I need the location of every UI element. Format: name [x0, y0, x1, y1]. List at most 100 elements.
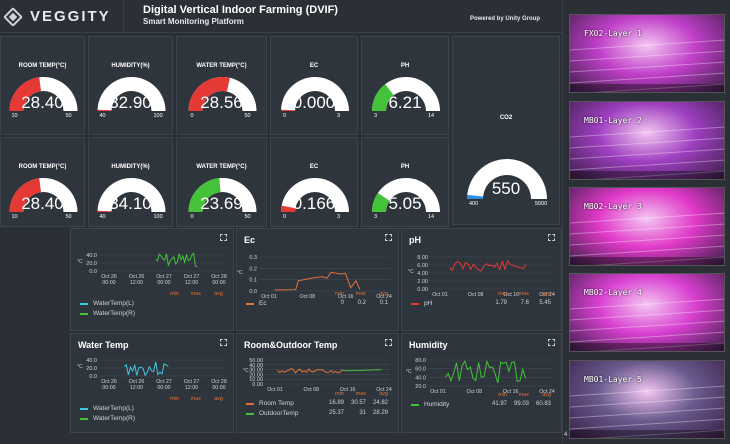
gauge-track — [97, 77, 166, 111]
legend-item[interactable]: pH — [411, 300, 432, 307]
expand-icon[interactable] — [220, 234, 227, 241]
camera-label: MB02-Layer 4 — [584, 288, 642, 297]
stat-header: avg — [542, 392, 551, 398]
y-tick-label: 0.00 — [252, 382, 263, 388]
gauge-fill — [467, 194, 484, 199]
chart-title: Water Temp — [78, 340, 129, 350]
y-axis-unit: °C — [77, 259, 83, 265]
legend-swatch — [411, 403, 419, 406]
x-tick-label: Oct 24 — [376, 387, 392, 393]
gauge-min: 10 — [11, 113, 18, 119]
camera-feed[interactable]: MB01-Layer 2 — [569, 101, 725, 180]
stat-header: min — [498, 392, 507, 398]
y-tick-label: 0.2 — [249, 266, 257, 272]
x-tick-label: Oct 08 — [304, 387, 320, 393]
legend-item[interactable]: WaterTemp(L) — [80, 405, 134, 412]
legend-stat: 41.97 — [491, 401, 507, 407]
gauge-title: HUMIDITY(%) — [111, 63, 150, 69]
legend-stat: 16.89 — [328, 400, 344, 406]
stat-header: avg — [379, 291, 388, 297]
gauge-max: 3 — [337, 214, 341, 220]
expand-icon[interactable] — [548, 234, 555, 241]
x-tick-label: 00:00 — [157, 280, 170, 286]
chart-plot[interactable]: 8.00 6.00 4.00 2.00 0.00 Oct 01 Oct 08 Oct 16 Oc… — [402, 229, 561, 330]
expand-icon[interactable] — [385, 234, 392, 241]
chart-title: Room&Outdoor Temp — [244, 340, 338, 350]
expand-icon[interactable] — [385, 339, 392, 346]
camera-feed[interactable]: MB02-Layer 3 — [569, 187, 725, 266]
gauge-min: 0 — [283, 113, 287, 119]
legend-item[interactable]: Room Temp — [246, 400, 294, 407]
gauge-arc — [372, 77, 440, 111]
chart-plot[interactable]: 0.3 0.2 0.1 0.0 Oct 01 Oct 08 Oct 16 Oct 24 °C — [237, 229, 398, 330]
gauge-title: PH — [400, 63, 410, 69]
legend-stat: 99.03 — [513, 401, 529, 407]
y-tick-label: 40.0 — [415, 375, 426, 381]
x-tick-label: Oct 27 — [156, 379, 172, 385]
stat-header: max — [518, 291, 529, 297]
stat-header: max — [355, 391, 366, 397]
legend-item[interactable]: Humidity — [411, 401, 449, 408]
legend-stat: 1.79 — [495, 300, 507, 306]
x-tick-label: Oct 16 — [503, 389, 519, 395]
top-bar: VEGGITY Digital Vertical Indoor Farming … — [0, 0, 562, 33]
legend-item[interactable]: WaterTemp(L) — [80, 300, 134, 307]
x-tick-label: Oct 26 — [101, 274, 117, 280]
camera-timestamp-bar — [570, 84, 724, 92]
legend-stat: 7.6 — [520, 300, 529, 306]
gauge-fill — [281, 109, 296, 111]
series-line — [123, 361, 169, 377]
gauge-value: 6.21 — [388, 93, 422, 112]
gauge-title: EC — [309, 63, 319, 69]
gauge-track — [281, 178, 349, 212]
camera-label: MB02-Layer 3 — [584, 202, 642, 211]
legend-label: WaterTemp(R) — [93, 415, 136, 422]
gauge-title: HUMIDITY(%) — [111, 164, 150, 170]
expand-icon[interactable] — [548, 339, 555, 346]
y-tick-label: 20.00 — [249, 372, 263, 378]
series-line — [277, 368, 343, 374]
legend-swatch — [80, 312, 88, 315]
gauge-arc — [372, 178, 440, 212]
page-subtitle: Smart Monitoring Platform — [143, 17, 244, 26]
rack-line — [593, 429, 724, 438]
camera-feed[interactable]: MB01-Layer 5 — [569, 360, 725, 439]
legend-item[interactable]: WaterTemp(R) — [80, 415, 135, 422]
legend-label: OutdoorTemp — [259, 410, 299, 417]
expand-icon[interactable] — [220, 339, 227, 346]
x-tick-label: Oct 08 — [300, 294, 316, 300]
y-tick-label: 10.00 — [249, 377, 263, 383]
x-tick-label: Oct 01 — [430, 389, 446, 395]
y-tick-label: 60.0 — [415, 367, 426, 373]
gauge-panel: ROOM TEMP(°C) 28.40 10 50 — [0, 137, 85, 227]
gauge-panel: WATER TEMP(°C) 28.56 0 50 — [176, 36, 267, 135]
gauge-panel: ROOM TEMP(°C) 28.40 10 50 — [0, 36, 85, 135]
legend-item[interactable]: WaterTemp(R) — [80, 310, 135, 317]
gauge-panel: PH 6.21 3 14 — [361, 36, 449, 135]
y-axis-unit: °C — [408, 269, 414, 275]
camera-label: FX02-Layer 1 — [584, 29, 642, 38]
legend-item[interactable]: Ec — [246, 300, 267, 307]
x-tick-label: Oct 16 — [338, 294, 354, 300]
series-line — [342, 369, 382, 372]
x-tick-label: Oct 24 — [376, 294, 392, 300]
logo[interactable]: VEGGITY — [3, 6, 111, 27]
y-tick-label: 0.0 — [249, 289, 257, 295]
y-tick-label: 0.3 — [249, 255, 257, 261]
x-tick-label: Oct 16 — [504, 292, 520, 298]
rack-line — [570, 72, 724, 84]
series-line — [445, 359, 526, 383]
y-tick-label: 30.00 — [249, 368, 263, 374]
gauge-min: 3 — [374, 113, 378, 119]
chart-plot[interactable]: 80.0 60.0 40.0 20.0 Oct 01 Oct 08 Oct 16 Oct 24… — [402, 334, 561, 432]
camera-feed[interactable]: MB02-Layer 4 — [569, 273, 725, 352]
gauge-arc — [188, 178, 257, 212]
stat-header: max — [190, 396, 201, 402]
gauge-title: WATER TEMP(°C) — [196, 63, 247, 69]
gauge-fill — [188, 178, 221, 212]
legend-item[interactable]: OutdoorTemp — [246, 410, 298, 417]
camera-feed[interactable]: FX02-Layer 1 — [569, 14, 725, 93]
